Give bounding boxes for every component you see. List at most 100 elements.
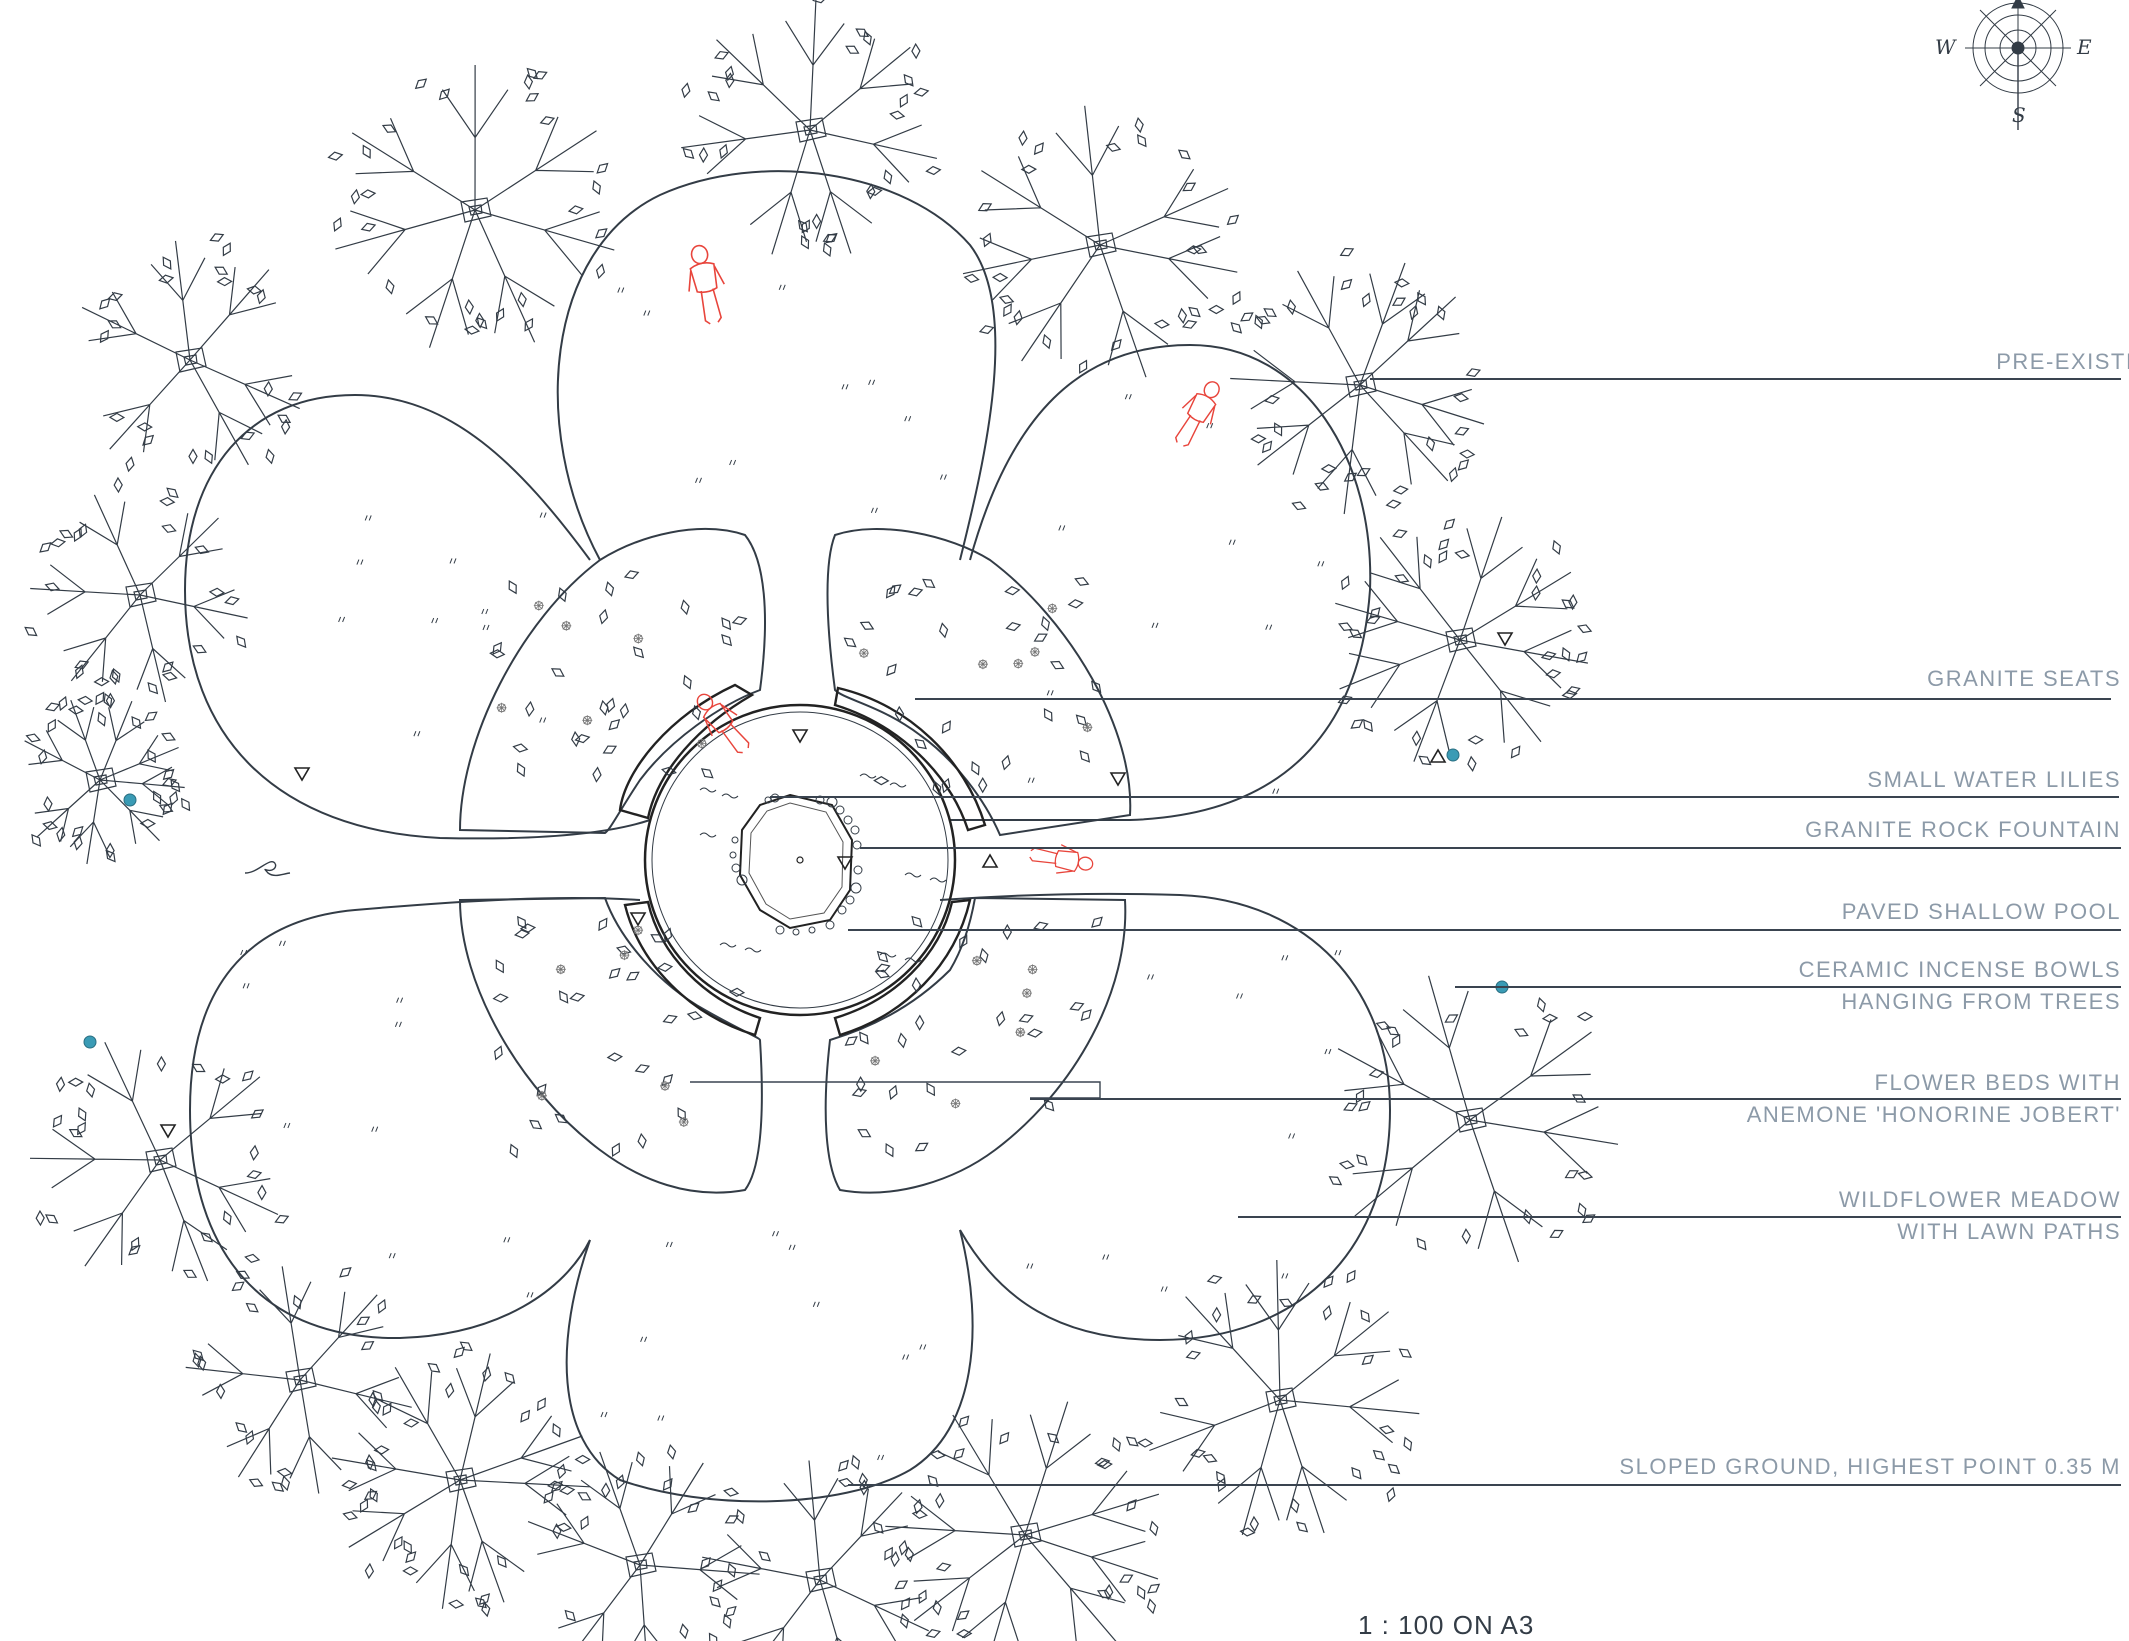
bed-leaf-icon	[914, 1015, 925, 1031]
grass-tick-icon	[394, 1021, 402, 1028]
bed-leaf-icon	[568, 991, 586, 1004]
grass-tick-icon	[413, 730, 421, 737]
tree-icon	[679, 0, 942, 259]
grass-tick-icon	[364, 514, 372, 521]
bed-leaf-icon	[882, 1141, 897, 1159]
anemone-icon	[977, 658, 989, 670]
water-ripple-icon	[904, 872, 922, 878]
anemone-icon	[1012, 658, 1024, 670]
bed-leaf-icon	[606, 1052, 623, 1063]
water-lily-icon	[731, 863, 741, 873]
flower-bed-lower-left	[458, 896, 763, 1194]
water-ripple-icon	[719, 942, 737, 948]
anemone-icon	[1046, 602, 1058, 614]
bed-leaf-icon	[698, 765, 716, 782]
incense-bowl-icon	[83, 1035, 97, 1049]
bed-leaf-icon	[603, 580, 616, 598]
water-lily-icon	[850, 825, 860, 835]
paved-shallow-pool	[643, 703, 957, 1017]
grass-tick-icon	[665, 1241, 673, 1248]
bed-leaf-icon	[913, 1139, 931, 1155]
anemone-icon	[678, 1116, 690, 1128]
label-granite-rock-fountain: GRANITE ROCK FOUNTAIN	[1805, 817, 2121, 842]
grass-tick-icon	[1160, 1286, 1168, 1292]
label-small-water-lilies: SMALL WATER LILIES	[1867, 767, 2121, 792]
grass-tick-icon	[242, 982, 250, 989]
bed-leaf-icon	[977, 947, 991, 965]
bed-leaf-icon	[636, 1132, 648, 1150]
incense-bowl-icon	[123, 793, 137, 807]
water-lily-icon	[837, 905, 847, 915]
grass-tick-icon	[1124, 393, 1132, 400]
bed-leaf-icon	[1032, 630, 1050, 646]
leader-line-paved-shallow-pool	[848, 929, 2121, 931]
grass-tick-icon	[729, 459, 737, 466]
tree-icon	[697, 1453, 953, 1641]
anemone-icon	[858, 647, 870, 659]
tree-icon	[24, 689, 194, 865]
grass-tick-icon	[1147, 973, 1154, 980]
people-figures	[679, 241, 1231, 880]
grass-tick-icon	[868, 379, 876, 386]
bed-leaf-icon	[492, 957, 508, 975]
grass-tick-icon	[640, 1336, 648, 1343]
bed-leaf-icon	[552, 1110, 570, 1127]
grass-tick-icon	[788, 1244, 796, 1251]
label-granite-seats: GRANITE SEATS	[1927, 666, 2121, 691]
anemone-icon	[632, 924, 644, 936]
grass-tick-icon	[338, 616, 346, 623]
grass-tick-icon	[1288, 1133, 1296, 1139]
grass-tick-icon	[778, 284, 786, 291]
bed-leaf-icon	[1004, 620, 1022, 633]
pre-existing-trees	[22, 0, 1619, 1641]
granite-rock-fountain	[738, 793, 854, 930]
leader-line-granite-seats	[915, 698, 2111, 700]
bed-leaf-icon	[633, 1061, 651, 1076]
water-lily-icon	[770, 793, 780, 803]
bed-leaf-icon	[907, 585, 924, 599]
bed-leaf-icon	[855, 1029, 872, 1047]
bed-leaf-icon	[1067, 598, 1084, 610]
bed-leaf-icon	[570, 731, 581, 748]
bed-leaf-icon	[896, 1032, 908, 1049]
bed-leaf-icon	[489, 648, 506, 659]
flower-bed-upper-left	[458, 528, 766, 835]
grass-tick-icon	[1281, 1272, 1289, 1279]
water-lily-icon	[853, 865, 863, 875]
bed-leaf-icon	[630, 643, 647, 661]
label-wildflower-line1: WILDFLOWER MEADOW	[1838, 1187, 2121, 1212]
bed-leaf-icon	[1073, 574, 1091, 589]
bed-leaf-icon	[1073, 711, 1090, 729]
grass-tick-icon	[1046, 689, 1054, 696]
bed-leaf-icon	[605, 716, 623, 734]
bed-leaf-icon	[841, 634, 859, 651]
granite-seat-lower-right	[833, 898, 972, 1037]
tree-icon	[22, 477, 250, 703]
bed-leaf-icon	[618, 702, 631, 719]
grass-tick-icon	[388, 1252, 396, 1259]
meadow-petal-top	[556, 170, 997, 561]
ceramic-incense-bowls	[83, 748, 1509, 1049]
bed-leaf-icon	[549, 664, 567, 681]
bed-leaf-icon	[855, 1125, 873, 1141]
label-flower-beds-line2: ANEMONE 'HONORINE JOBERT'	[1746, 1102, 2121, 1127]
bed-leaf-icon	[718, 631, 735, 649]
leader-line-granite-rock-fountain	[860, 847, 2121, 849]
fountain-center-icon	[796, 856, 804, 864]
water-lily-icon	[729, 851, 737, 859]
bed-leaf-icon	[937, 622, 950, 639]
anemone-icon	[869, 1055, 881, 1067]
bed-leaf-icon	[994, 1010, 1007, 1027]
bed-leaf-icon	[624, 968, 642, 984]
bed-leaf-icon	[1068, 999, 1086, 1014]
bed-leaf-icon	[858, 618, 876, 634]
water-lily-icon	[845, 895, 855, 905]
water-lily-icon	[736, 874, 748, 886]
bed-leaf-icon	[968, 759, 983, 777]
grass-tick-icon	[1334, 949, 1342, 956]
grass-tick-icon	[431, 617, 439, 624]
grass-tick-icon	[1317, 560, 1325, 567]
water-ripple-icon	[889, 782, 907, 788]
grass-tick-icon	[1236, 993, 1243, 999]
anemone-icon	[533, 600, 545, 612]
